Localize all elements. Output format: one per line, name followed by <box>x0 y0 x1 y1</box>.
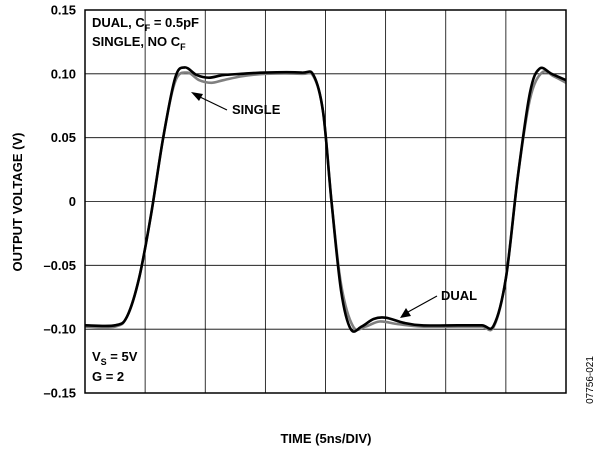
y-tick-label: 0 <box>69 194 76 209</box>
single-callout-leader <box>199 96 228 111</box>
y-tick-label: –0.05 <box>43 258 76 273</box>
dual-callout-label: DUAL <box>441 288 477 303</box>
y-tick-label: 0.10 <box>51 66 76 81</box>
dual-callout-leader <box>407 295 438 313</box>
supply-voltage-label: VS = 5V <box>92 349 138 367</box>
figure-id: 07756-021 <box>585 356 596 404</box>
plot-frame <box>84 9 567 394</box>
gain-label: G = 2 <box>92 369 124 384</box>
y-axis-label: OUTPUT VOLTAGE (V) <box>10 133 25 272</box>
single-callout-label: SINGLE <box>232 102 281 117</box>
legend-single: SINGLE, NO CF <box>92 34 186 52</box>
y-tick-labels: 0.15 0.10 0.05 0 –0.05 –0.10 –0.15 <box>43 3 76 401</box>
series-line-dual <box>84 66 567 333</box>
y-tick-label: –0.15 <box>43 386 76 401</box>
x-axis-label: TIME (5ns/DIV) <box>280 431 371 446</box>
grid <box>85 10 566 393</box>
y-tick-label: –0.10 <box>43 322 76 337</box>
legend-dual: DUAL, CF = 0.5pF <box>92 15 199 33</box>
y-tick-label: 0.05 <box>51 130 76 145</box>
series-lines <box>84 66 567 333</box>
y-tick-label: 0.15 <box>51 3 76 18</box>
single-callout-arrow <box>191 92 203 101</box>
dual-callout-arrow <box>400 308 411 318</box>
